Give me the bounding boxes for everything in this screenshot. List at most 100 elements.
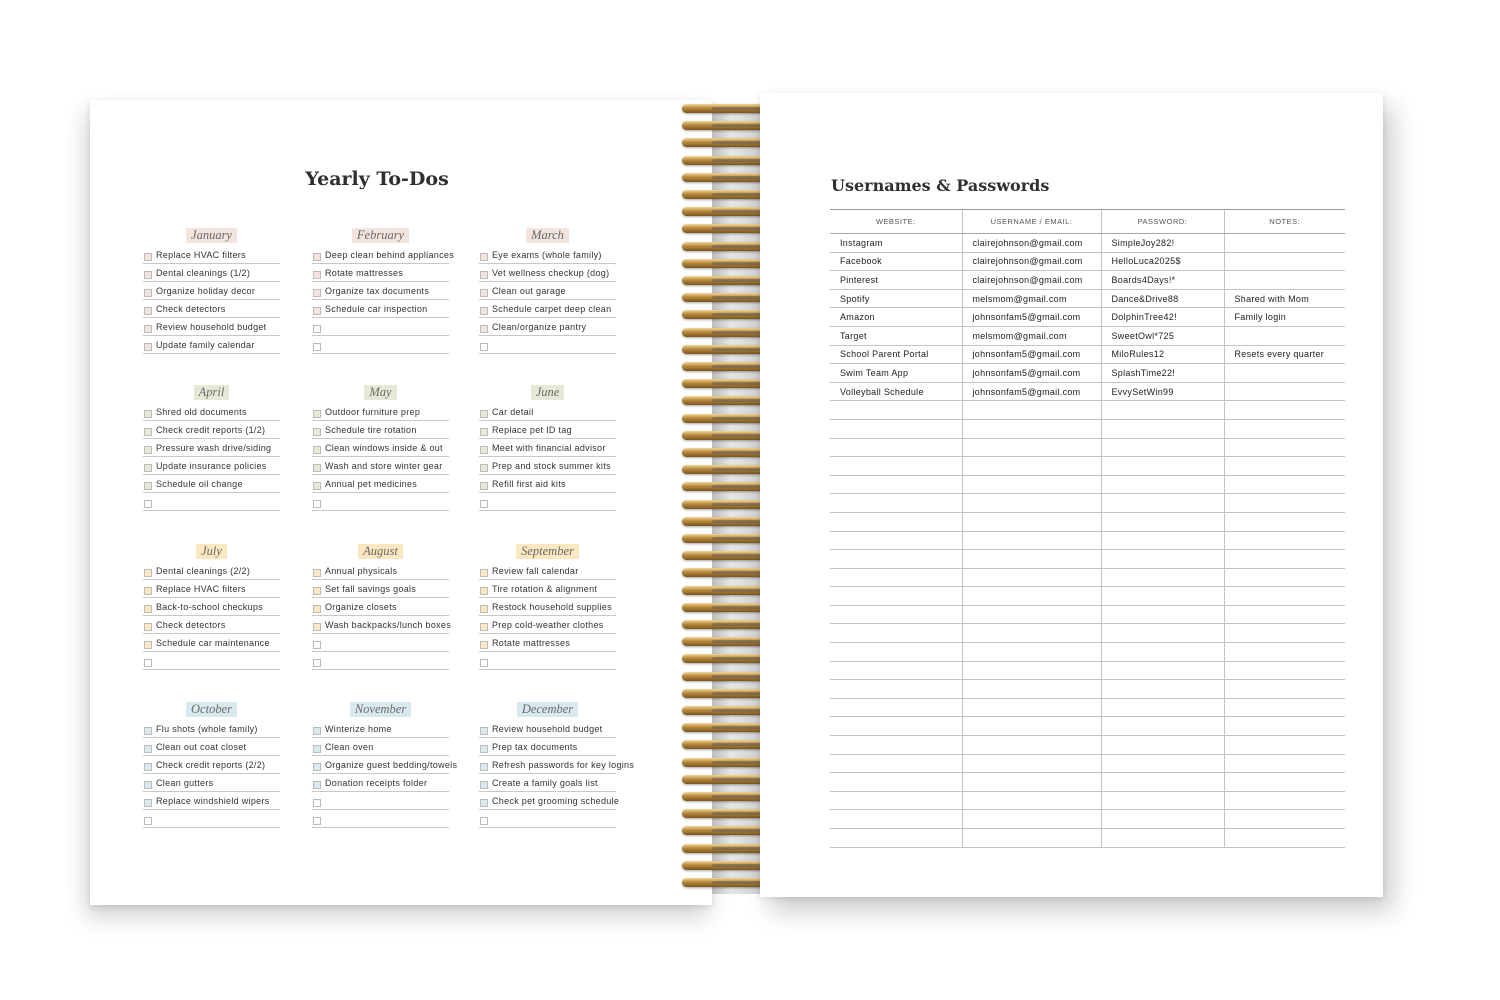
checkbox[interactable] [144,446,152,454]
checkbox[interactable] [313,605,321,613]
checkbox[interactable] [313,500,321,508]
checkbox[interactable] [144,605,152,613]
checkbox[interactable] [313,428,321,436]
checkbox[interactable] [144,763,152,771]
checkbox[interactable] [480,605,488,613]
checkbox[interactable] [480,500,488,508]
notes-cell[interactable] [1223,623,1345,644]
checkbox[interactable] [144,253,152,261]
password-cell[interactable]: Boards4Days!* [1100,270,1224,290]
password-cell[interactable] [1100,512,1224,532]
checkbox[interactable] [313,763,321,771]
website-cell[interactable]: Swim Team App [830,363,962,383]
notes-cell[interactable]: Shared with Mom [1223,289,1345,309]
notes-cell[interactable]: Family login [1223,307,1345,327]
website-cell[interactable] [830,456,962,476]
checkbox[interactable] [144,745,152,753]
password-cell[interactable] [1100,679,1224,699]
checkbox[interactable] [480,641,488,649]
password-cell[interactable]: DolphinTree42! [1100,307,1224,327]
username-cell[interactable] [961,716,1101,737]
checkbox[interactable] [144,641,152,649]
notes-cell[interactable] [1223,233,1345,253]
checkbox[interactable] [144,659,152,667]
notes-cell[interactable] [1223,772,1345,792]
username-cell[interactable] [961,623,1101,644]
website-cell[interactable] [830,828,962,848]
checkbox[interactable] [480,307,488,315]
checkbox[interactable] [480,659,488,667]
website-cell[interactable]: Pinterest [830,270,962,290]
notes-cell[interactable] [1223,382,1345,402]
password-cell[interactable] [1100,400,1224,420]
checkbox[interactable] [480,623,488,631]
checkbox[interactable] [313,307,321,315]
username-cell[interactable] [961,661,1101,681]
website-cell[interactable] [830,568,962,588]
username-cell[interactable]: clairejohnson@gmail.com [961,233,1101,253]
checkbox[interactable] [144,799,152,807]
checkbox[interactable] [480,343,488,351]
checkbox[interactable] [313,799,321,807]
checkbox[interactable] [313,727,321,735]
website-cell[interactable] [830,809,962,829]
website-cell[interactable] [830,661,962,681]
website-cell[interactable] [830,400,962,420]
checkbox[interactable] [480,763,488,771]
checkbox[interactable] [144,271,152,279]
password-cell[interactable] [1100,475,1224,495]
notes-cell[interactable] [1223,568,1345,588]
checkbox[interactable] [313,745,321,753]
checkbox[interactable] [144,587,152,595]
website-cell[interactable] [830,586,962,606]
checkbox[interactable] [480,482,488,490]
password-cell[interactable]: EvvySetWin99 [1100,382,1224,402]
website-cell[interactable] [830,438,962,458]
notes-cell[interactable] [1223,512,1345,532]
checkbox[interactable] [144,781,152,789]
password-cell[interactable] [1100,531,1224,551]
checkbox[interactable] [313,569,321,577]
password-cell[interactable] [1100,568,1224,588]
website-cell[interactable] [830,623,962,644]
username-cell[interactable]: melsmom@gmail.com [961,326,1101,346]
checkbox[interactable] [144,428,152,436]
password-cell[interactable] [1100,828,1224,848]
checkbox[interactable] [313,253,321,261]
checkbox[interactable] [144,410,152,418]
checkbox[interactable] [480,745,488,753]
username-cell[interactable]: johnsonfam5@gmail.com [961,382,1101,402]
checkbox[interactable] [313,623,321,631]
notes-cell[interactable] [1223,270,1345,290]
password-cell[interactable]: MiloRules12 [1100,345,1224,365]
password-cell[interactable] [1100,809,1224,829]
notes-cell[interactable] [1223,586,1345,606]
username-cell[interactable]: johnsonfam5@gmail.com [961,363,1101,383]
notes-cell[interactable] [1223,754,1345,774]
password-cell[interactable] [1100,772,1224,792]
notes-cell[interactable] [1223,438,1345,458]
website-cell[interactable] [830,531,962,551]
password-cell[interactable]: SweetOwl*725 [1100,326,1224,346]
checkbox[interactable] [480,289,488,297]
username-cell[interactable]: melsmom@gmail.com [961,289,1101,309]
password-cell[interactable] [1100,623,1224,644]
password-cell[interactable] [1100,716,1224,737]
notes-cell[interactable] [1223,456,1345,476]
website-cell[interactable] [830,419,962,439]
checkbox[interactable] [480,587,488,595]
password-cell[interactable] [1100,419,1224,439]
checkbox[interactable] [480,727,488,735]
username-cell[interactable] [961,754,1101,774]
checkbox[interactable] [480,781,488,789]
notes-cell[interactable] [1223,549,1345,569]
username-cell[interactable] [961,791,1101,811]
checkbox[interactable] [313,781,321,789]
username-cell[interactable] [961,475,1101,495]
website-cell[interactable] [830,475,962,495]
checkbox[interactable] [313,641,321,649]
username-cell[interactable] [961,549,1101,569]
website-cell[interactable]: School Parent Portal [830,345,962,365]
username-cell[interactable] [961,698,1101,718]
website-cell[interactable] [830,605,962,625]
